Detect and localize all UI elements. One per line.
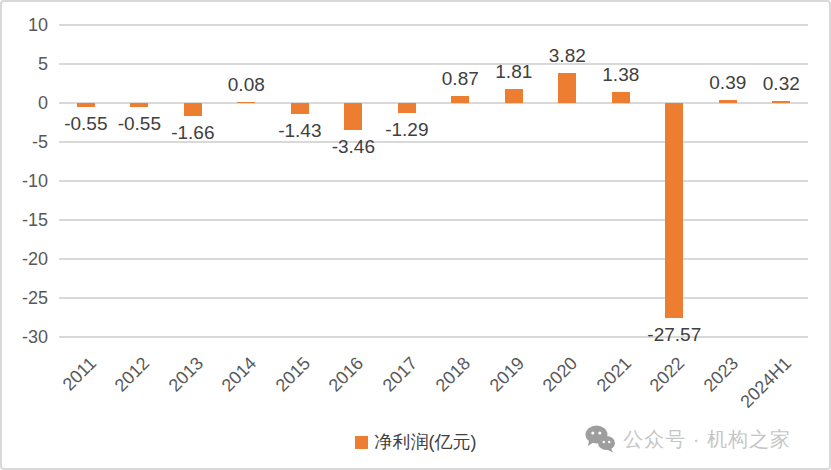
y-tick-label: -25	[4, 287, 48, 309]
bar-2020	[558, 73, 576, 103]
bar-2024H1	[772, 101, 790, 104]
gridline	[59, 258, 808, 260]
gridline	[59, 297, 808, 299]
plot-area: 1050-5-10-15-20-25-30-0.552011-0.552012-…	[2, 2, 831, 470]
y-tick-label: -20	[4, 248, 48, 270]
bar-2022	[665, 103, 683, 318]
data-label: -1.29	[362, 118, 452, 142]
gridline	[59, 24, 808, 26]
bar-2011	[77, 103, 95, 107]
wechat-icon	[585, 425, 615, 453]
watermark: 公众号 · 机构之家	[585, 425, 791, 453]
y-tick-label: -15	[4, 209, 48, 231]
bar-2023	[719, 100, 737, 103]
gridline	[59, 219, 808, 221]
chart-frame: 1050-5-10-15-20-25-30-0.552011-0.552012-…	[0, 0, 831, 470]
y-tick-label: -30	[4, 326, 48, 348]
gridline	[59, 63, 808, 65]
data-label: 1.38	[576, 63, 666, 87]
data-label: -27.57	[629, 323, 719, 347]
data-label: 0.08	[201, 73, 291, 97]
y-tick-label: -10	[4, 170, 48, 192]
data-label: -1.66	[148, 121, 238, 145]
bar-2015	[291, 103, 309, 114]
gridline	[59, 102, 808, 104]
bar-2016	[344, 103, 362, 130]
bar-2021	[612, 92, 630, 103]
bar-2018	[451, 96, 469, 103]
gridline	[59, 180, 808, 182]
bar-2019	[505, 89, 523, 103]
data-label: 0.32	[736, 72, 826, 96]
bar-2014	[237, 102, 255, 103]
watermark-text: 公众号 · 机构之家	[623, 426, 791, 453]
y-tick-label: 0	[4, 92, 48, 114]
y-tick-label: 10	[4, 14, 48, 36]
bar-2012	[130, 103, 148, 107]
bar-2017	[398, 103, 416, 113]
bar-2013	[184, 103, 202, 116]
y-tick-label: 5	[4, 53, 48, 75]
